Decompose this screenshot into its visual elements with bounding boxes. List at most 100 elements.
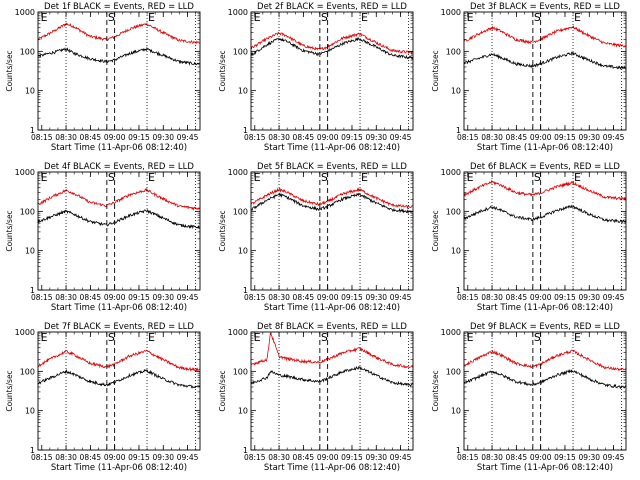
x-tick-label: 08:30 [55, 453, 77, 462]
series-line-events [38, 46, 200, 66]
x-tick-label: 08:45 [506, 293, 528, 302]
marker-label: E [467, 331, 474, 344]
series-line-events [464, 51, 626, 70]
y-axis-label: Counts/sec [218, 210, 227, 251]
x-tick-label: 08:45 [80, 133, 102, 142]
series-line-lld [251, 31, 413, 55]
series-line-events [251, 36, 413, 60]
y-tick-label: 1000 [441, 328, 461, 337]
marker-label: S [108, 11, 115, 24]
x-tick-label: 09:00 [530, 293, 552, 302]
x-tick-label: 09:45 [603, 133, 625, 142]
x-tick-label: 09:45 [603, 453, 625, 462]
plot-area [38, 187, 200, 230]
marker-label: E [41, 171, 48, 184]
y-tick-label: 10 [25, 87, 35, 96]
series-line-events [464, 204, 626, 224]
x-tick-label: 08:30 [268, 133, 290, 142]
series-line-lld [38, 349, 200, 372]
marker-label: S [321, 331, 328, 344]
y-tick-label: 1 [243, 286, 248, 295]
x-axis-label: Start Time (11-Apr-06 08:12:40) [264, 303, 400, 313]
series-line-events [464, 369, 626, 390]
plot-frame [463, 171, 627, 291]
plot-frame [463, 331, 627, 451]
y-axis-label: Counts/sec [5, 370, 14, 411]
x-axis-label: Start Time (11-Apr-06 08:12:40) [477, 303, 613, 313]
y-axis-label: Counts/sec [218, 50, 227, 91]
marker-label: E [361, 11, 368, 24]
x-axis-label: Start Time (11-Apr-06 08:12:40) [477, 463, 613, 473]
x-tick-label: 09:15 [554, 453, 576, 462]
x-tick-label: 09:00 [104, 293, 126, 302]
plot-area [38, 349, 200, 389]
series-line-events [251, 192, 413, 215]
y-axis-label: Counts/sec [431, 50, 440, 91]
plot-frame [37, 171, 201, 291]
x-tick-label: 08:30 [481, 453, 503, 462]
y-axis-label: Counts/sec [431, 210, 440, 251]
y-tick-label: 100 [233, 47, 248, 56]
plot-frame [250, 331, 414, 451]
marker-label: S [321, 171, 328, 184]
plot-area [464, 349, 626, 390]
x-tick-label: 08:45 [506, 453, 528, 462]
marker-label: E [148, 11, 155, 24]
x-tick-label: 09:30 [578, 293, 600, 302]
chart-title: Det 6f BLACK = Events, RED = LLD [470, 162, 620, 172]
chart-title: Det 3f BLACK = Events, RED = LLD [470, 2, 620, 12]
x-tick-label: 08:45 [80, 453, 102, 462]
x-axis-label: Start Time (11-Apr-06 08:12:40) [51, 303, 187, 313]
marker-label: E [361, 331, 368, 344]
x-tick-label: 09:30 [152, 133, 174, 142]
series-line-lld [251, 332, 413, 369]
series-line-lld [38, 21, 200, 45]
x-tick-label: 08:45 [80, 293, 102, 302]
marker-label: E [254, 171, 261, 184]
x-tick-label: 08:30 [55, 293, 77, 302]
x-tick-label: 09:30 [365, 293, 387, 302]
x-tick-label: 09:15 [128, 293, 150, 302]
y-tick-label: 10 [25, 407, 35, 416]
y-tick-label: 100 [446, 367, 461, 376]
y-tick-label: 1 [456, 286, 461, 295]
plot-area [251, 31, 413, 60]
series-line-lld [464, 349, 626, 372]
x-tick-label: 09:00 [104, 453, 126, 462]
marker-label: E [41, 331, 48, 344]
y-tick-label: 100 [446, 207, 461, 216]
y-tick-label: 10 [451, 407, 461, 416]
x-tick-label: 08:15 [457, 293, 479, 302]
marker-label: E [254, 11, 261, 24]
x-axis-label: Start Time (11-Apr-06 08:12:40) [51, 463, 187, 473]
marker-label: E [148, 331, 155, 344]
plot-area [251, 332, 413, 387]
series-line-lld [38, 187, 200, 211]
x-tick-label: 08:15 [244, 453, 266, 462]
x-tick-label: 09:45 [390, 133, 412, 142]
y-tick-label: 1 [456, 126, 461, 135]
x-tick-label: 09:15 [128, 453, 150, 462]
y-tick-label: 1 [30, 286, 35, 295]
x-tick-label: 08:30 [268, 453, 290, 462]
y-tick-label: 1 [30, 446, 35, 455]
x-tick-label: 08:30 [481, 133, 503, 142]
y-tick-label: 10 [25, 247, 35, 256]
chart-title: Det 5f BLACK = Events, RED = LLD [257, 162, 407, 172]
x-tick-label: 09:45 [177, 133, 199, 142]
y-tick-label: 1000 [228, 328, 248, 337]
y-tick-label: 100 [233, 207, 248, 216]
y-tick-label: 1000 [441, 168, 461, 177]
y-tick-label: 10 [238, 87, 248, 96]
y-tick-label: 100 [20, 47, 35, 56]
x-tick-label: 09:15 [341, 453, 363, 462]
x-tick-label: 08:45 [293, 453, 315, 462]
marker-label: S [534, 171, 541, 184]
